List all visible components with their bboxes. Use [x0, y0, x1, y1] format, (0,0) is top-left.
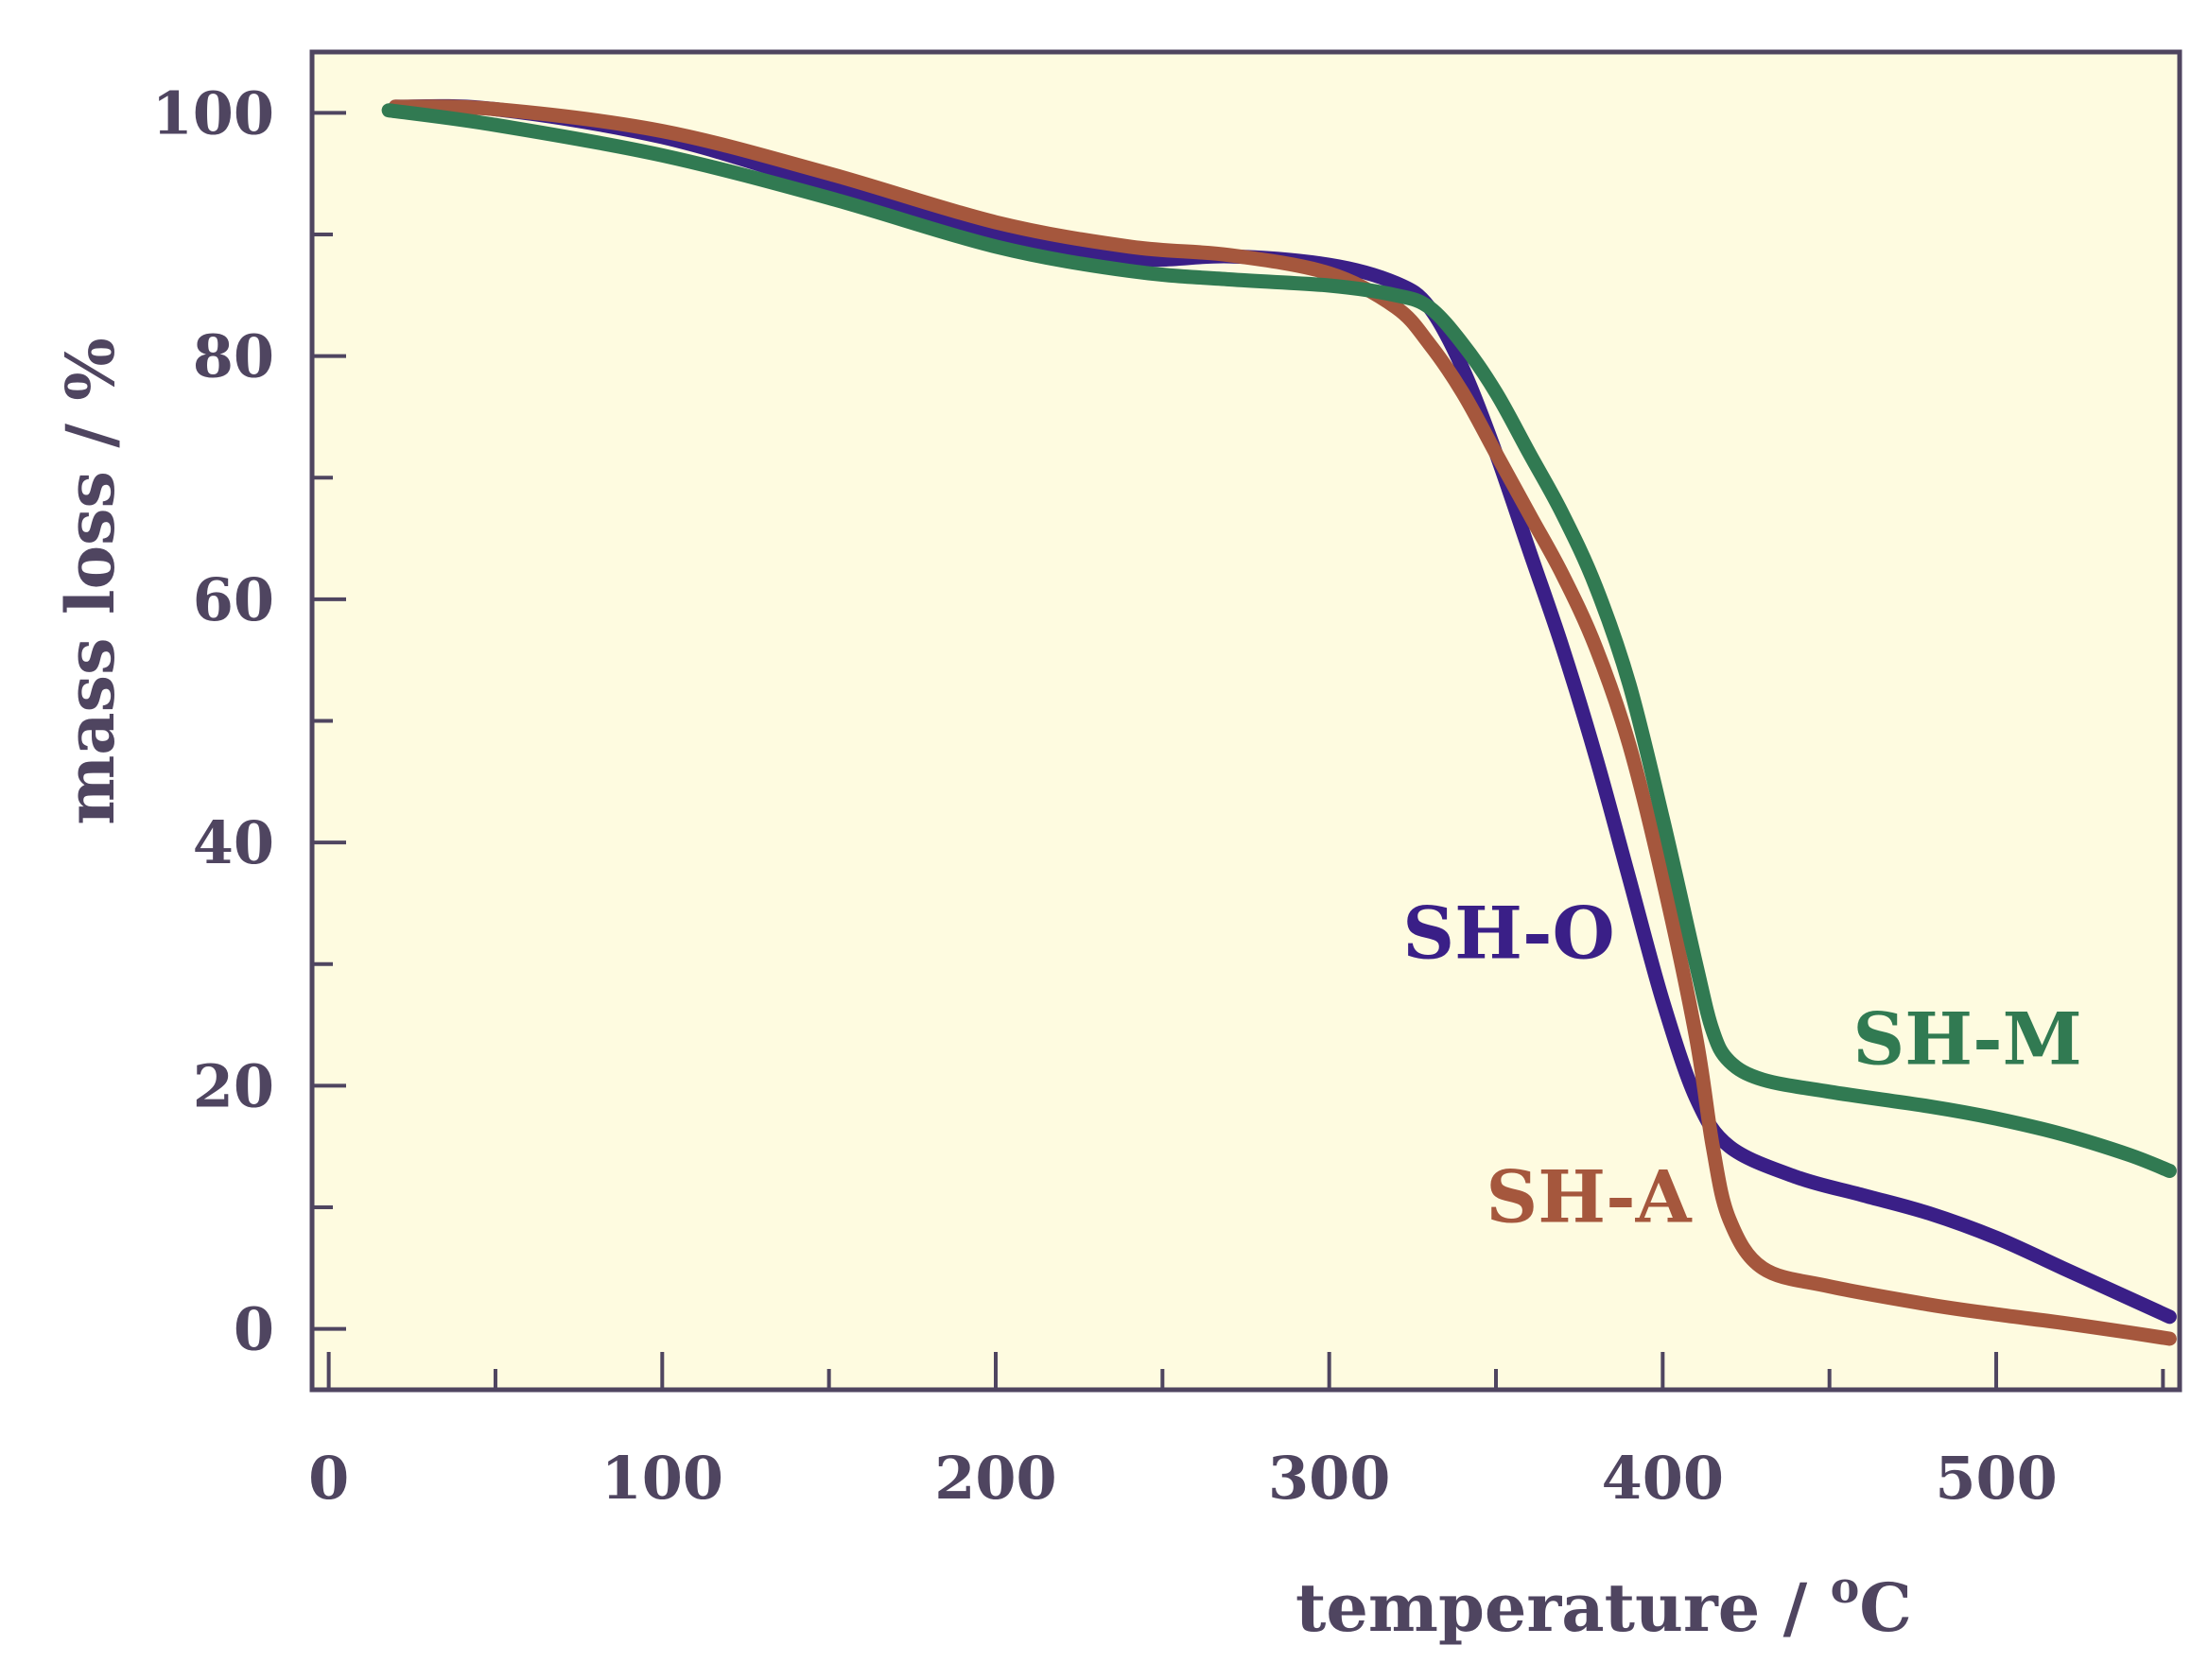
x-tick-label-0: 0: [308, 1444, 349, 1513]
x-axis-title-text: temperature /: [1295, 1568, 1831, 1647]
y-tick-label-40: 40: [193, 808, 274, 877]
y-tick-label-80: 80: [193, 322, 274, 391]
series-label-sh-o: SH-O: [1402, 891, 1614, 975]
x-tick-label-300: 300: [1268, 1444, 1390, 1513]
series-label-sh-a: SH-A: [1486, 1154, 1692, 1238]
x-tick-label-500: 500: [1935, 1444, 2057, 1513]
series-label-sh-m: SH-M: [1852, 996, 2081, 1081]
y-axis-title: mass loss / %: [51, 338, 130, 825]
x-tick-label-200: 200: [934, 1444, 1056, 1513]
series-line-sh-o: [388, 98, 2177, 1325]
x-axis-title: temperature / oC: [1295, 1562, 1912, 1647]
y-tick-label-0: 0: [234, 1295, 274, 1364]
y-tick-label-20: 20: [193, 1051, 274, 1120]
x-tick-label-100: 100: [601, 1444, 723, 1513]
series-line-sh-a: [388, 99, 2177, 1346]
ticks-layer: 0 100 200 300 400 500 0 20 40 60 80 100: [152, 78, 2165, 1513]
y-tick-label-100: 100: [152, 78, 274, 147]
series-layer: [381, 98, 2177, 1346]
y-tick-label-60: 60: [193, 565, 274, 634]
series-line-sh-m: [381, 103, 2177, 1178]
x-tick-label-400: 400: [1602, 1444, 1724, 1513]
x-axis-unit-superscript: o: [1831, 1562, 1860, 1613]
x-axis-unit: C: [1859, 1568, 1912, 1647]
